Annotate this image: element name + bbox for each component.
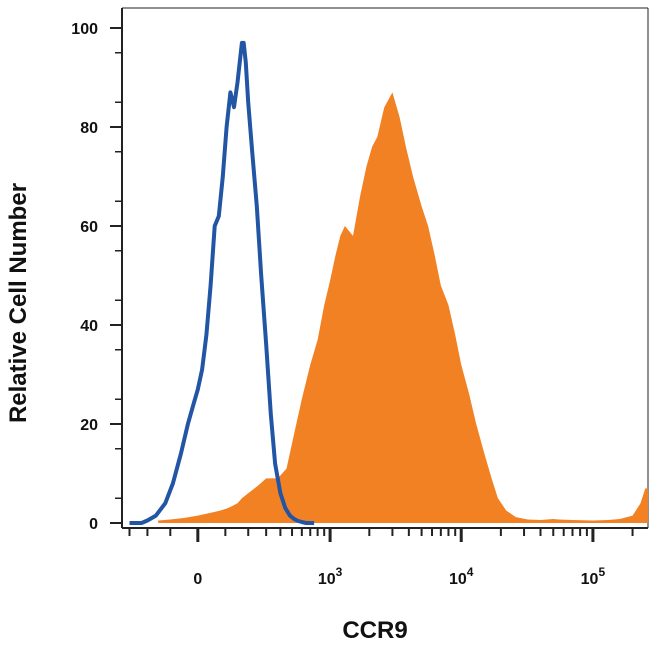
series-1-outline-histogram bbox=[129, 40, 315, 525]
y-axis-ticks: 0 20 40 60 80 100 bbox=[71, 21, 122, 533]
x-tick-label: 104 bbox=[449, 565, 474, 588]
series-0-filled-histogram bbox=[158, 92, 648, 524]
y-tick-label: 80 bbox=[80, 120, 98, 137]
x-tick-label: 0 bbox=[193, 571, 202, 588]
y-tick-label: 60 bbox=[80, 219, 98, 236]
plot-area: 0 20 40 60 80 100 0 103 104 105 bbox=[71, 7, 649, 588]
y-tick-label: 40 bbox=[80, 318, 98, 335]
y-axis-title: Relative Cell Number bbox=[5, 183, 32, 423]
y-tick-label: 0 bbox=[89, 516, 98, 533]
x-axis-title: CCR9 bbox=[342, 617, 407, 644]
x-tick-label: 105 bbox=[581, 565, 606, 588]
x-axis-ticks: 0 103 104 105 bbox=[128, 528, 634, 588]
y-tick-label: 100 bbox=[71, 21, 98, 38]
y-tick-label: 20 bbox=[80, 417, 98, 434]
x-tick-label: 103 bbox=[318, 565, 343, 588]
series-layer bbox=[129, 40, 648, 525]
